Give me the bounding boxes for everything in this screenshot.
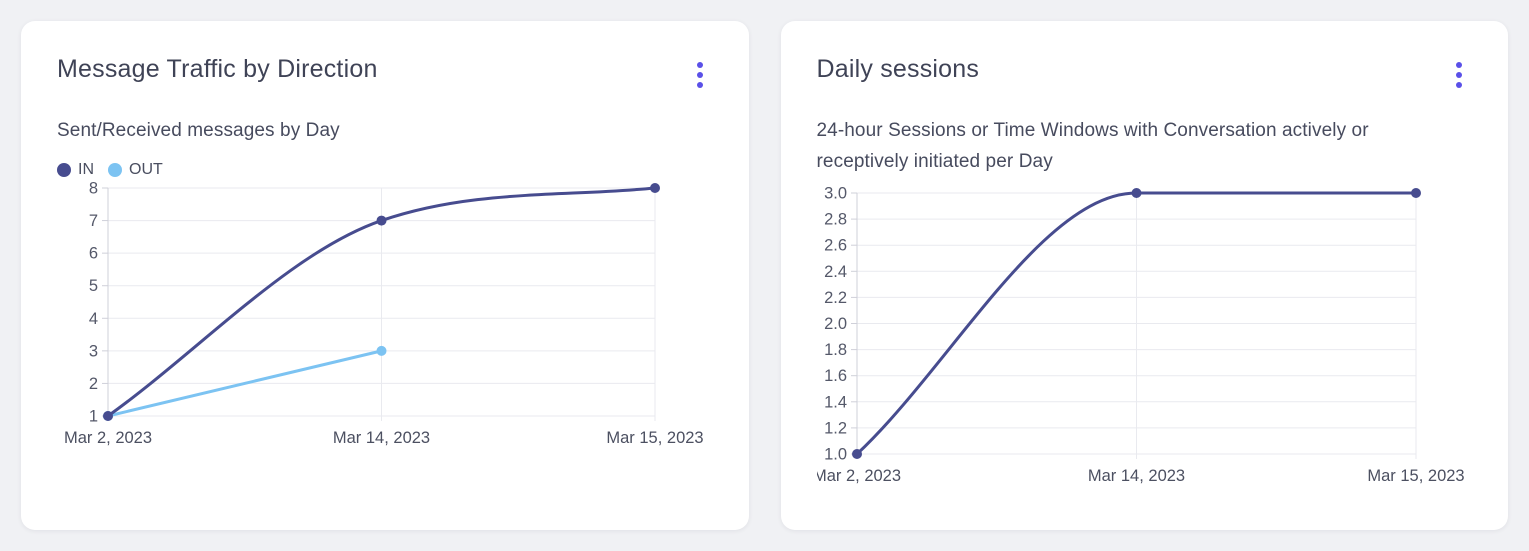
svg-text:3.0: 3.0 [824, 185, 847, 203]
svg-text:1.6: 1.6 [824, 367, 847, 385]
line-chart-svg: 1 2 3 4 5 6 7 8 Mar 2, 2023 Mar 14, 2023 Mar 15, 2… [64, 180, 704, 448]
card-subtitle: 24-hour Sessions or Time Windows with Co… [816, 120, 1369, 172]
svg-text:8: 8 [89, 180, 98, 198]
svg-text:1.4: 1.4 [824, 393, 847, 411]
card-menu-button[interactable] [1446, 56, 1472, 94]
svg-text:2.6: 2.6 [824, 237, 847, 255]
legend-item-in: IN [57, 161, 94, 179]
svg-text:6: 6 [89, 245, 98, 263]
kebab-menu-icon [696, 62, 703, 88]
daily-sessions-chart: 1.0 1.2 1.4 1.6 1.8 2.0 2.2 2.4 2.6 2.8 3.0 Mar 2, … [812, 184, 1473, 489]
svg-text:Mar 2, 2023: Mar 2, 2023 [817, 467, 901, 485]
svg-text:1.8: 1.8 [824, 341, 847, 359]
svg-text:3: 3 [89, 342, 98, 360]
svg-text:5: 5 [89, 277, 98, 295]
card-title: Message Traffic by Direction [57, 55, 378, 83]
svg-text:2.0: 2.0 [824, 315, 847, 333]
legend-dot-icon [57, 163, 71, 177]
svg-text:1: 1 [89, 408, 98, 426]
svg-text:2: 2 [89, 375, 98, 393]
card-header: Daily sessions [817, 54, 1473, 94]
svg-text:1.2: 1.2 [824, 419, 847, 437]
svg-text:Mar 2, 2023: Mar 2, 2023 [64, 429, 152, 447]
line-chart-svg: 1.0 1.2 1.4 1.6 1.8 2.0 2.2 2.4 2.6 2.8 3.0 Mar 2, … [812, 185, 1464, 486]
card-daily-sessions: Daily sessions 24-hour Sessions or Time … [780, 21, 1508, 530]
legend-label: OUT [129, 161, 163, 178]
svg-text:7: 7 [89, 212, 98, 230]
svg-text:1.0: 1.0 [824, 446, 847, 464]
legend-dot-icon [108, 163, 122, 177]
message-traffic-chart: 1 2 3 4 5 6 7 8 Mar 2, 2023 Mar 14, 2023 Mar 15, 2… [57, 179, 713, 451]
svg-text:Mar 15, 2023: Mar 15, 2023 [606, 429, 703, 447]
svg-text:Mar 15, 2023: Mar 15, 2023 [1367, 467, 1464, 485]
svg-text:4: 4 [89, 310, 98, 328]
svg-text:Mar 14, 2023: Mar 14, 2023 [1087, 467, 1184, 485]
card-menu-button[interactable] [687, 56, 713, 94]
kebab-menu-icon [1456, 62, 1462, 88]
legend-label: IN [78, 161, 94, 178]
svg-text:2.8: 2.8 [824, 211, 847, 229]
legend-item-out: OUT [108, 161, 163, 179]
svg-text:Mar 14, 2023: Mar 14, 2023 [333, 429, 430, 447]
chart-legend: IN OUT [57, 161, 713, 179]
card-subtitle: Sent/Received messages by Day [57, 120, 340, 141]
card-message-traffic: Message Traffic by Direction Sent/Receiv… [21, 21, 749, 530]
svg-text:2.4: 2.4 [824, 263, 847, 281]
svg-text:2.2: 2.2 [824, 289, 847, 307]
card-title: Daily sessions [816, 55, 980, 83]
card-header: Message Traffic by Direction [57, 54, 713, 94]
